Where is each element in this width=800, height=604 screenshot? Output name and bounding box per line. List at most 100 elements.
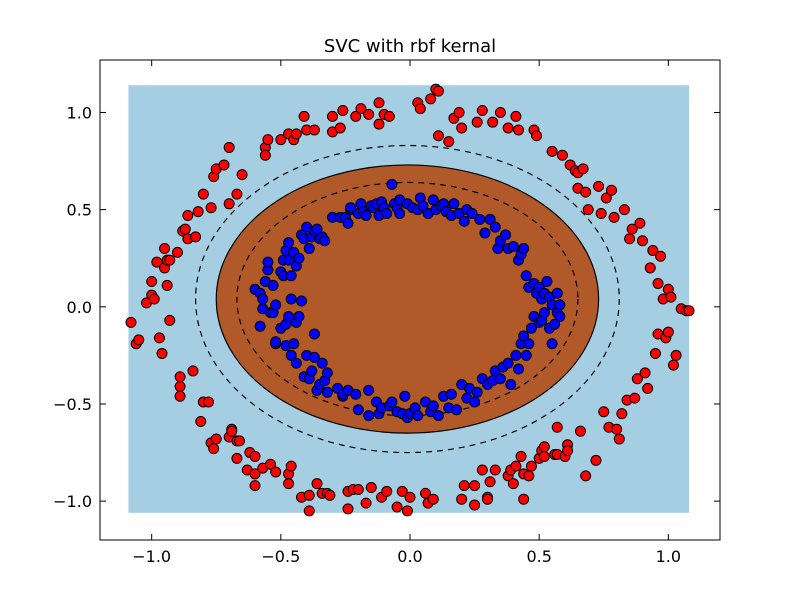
xtick-label: −1.0 bbox=[132, 547, 171, 566]
scatter-points bbox=[125, 83, 695, 517]
point-0-19 bbox=[174, 371, 186, 383]
xtick-label: −0.5 bbox=[261, 547, 300, 566]
point-0-117 bbox=[476, 105, 488, 117]
point-0-12 bbox=[161, 279, 173, 291]
point-0-112 bbox=[458, 480, 470, 492]
point-1-69 bbox=[352, 404, 364, 416]
point-0-163 bbox=[598, 406, 610, 418]
point-0-122 bbox=[487, 116, 499, 128]
point-0-113 bbox=[456, 122, 468, 134]
point-1-126 bbox=[466, 208, 478, 220]
point-0-176 bbox=[631, 373, 643, 385]
point-1-66 bbox=[345, 202, 357, 214]
point-0-87 bbox=[363, 108, 375, 120]
point-0-193 bbox=[670, 349, 682, 361]
point-0-81 bbox=[342, 503, 354, 515]
point-0-114 bbox=[469, 499, 481, 511]
point-1-56 bbox=[321, 386, 333, 398]
point-0-18 bbox=[174, 390, 186, 402]
point-1-144 bbox=[505, 379, 517, 391]
point-0-89 bbox=[373, 97, 385, 109]
point-0-171 bbox=[618, 204, 630, 216]
point-0-24 bbox=[187, 365, 199, 377]
point-0-116 bbox=[471, 116, 483, 128]
outer-margin-line bbox=[194, 144, 620, 454]
series-1 bbox=[249, 178, 566, 424]
ytick-label: −1.0 bbox=[53, 492, 92, 511]
point-0-2 bbox=[133, 334, 145, 346]
point-1-25 bbox=[285, 270, 297, 282]
point-1-107 bbox=[427, 400, 439, 412]
point-0-132 bbox=[515, 450, 527, 462]
point-1-87 bbox=[386, 178, 398, 190]
point-0-96 bbox=[396, 485, 408, 497]
point-0-15 bbox=[164, 254, 176, 266]
point-0-157 bbox=[580, 470, 592, 482]
point-0-95 bbox=[391, 501, 403, 513]
point-0-75 bbox=[324, 489, 336, 501]
point-1-32 bbox=[293, 311, 305, 323]
point-0-63 bbox=[285, 460, 297, 472]
inner-margin-line bbox=[236, 181, 579, 417]
point-0-59 bbox=[275, 134, 287, 146]
point-1-119 bbox=[451, 404, 462, 416]
point-1-31 bbox=[290, 357, 302, 369]
point-0-71 bbox=[308, 124, 320, 136]
point-0-93 bbox=[381, 485, 393, 497]
xtick-label: 1.0 bbox=[656, 547, 681, 566]
point-1-118 bbox=[448, 198, 460, 210]
point-1-22 bbox=[283, 237, 295, 249]
ytick-label: 0.0 bbox=[67, 298, 92, 317]
point-0-67 bbox=[298, 110, 310, 122]
point-1-44 bbox=[308, 328, 320, 340]
point-1-74 bbox=[363, 384, 375, 396]
point-0-61 bbox=[283, 478, 295, 490]
point-0-26 bbox=[192, 206, 204, 218]
point-1-165 bbox=[538, 307, 550, 319]
point-0-16 bbox=[172, 246, 183, 258]
point-1-7 bbox=[262, 256, 274, 268]
point-0-98 bbox=[404, 491, 416, 503]
point-1-173 bbox=[551, 287, 563, 299]
point-0-43 bbox=[231, 452, 243, 464]
point-0-28 bbox=[197, 188, 209, 200]
point-0-22 bbox=[182, 209, 194, 221]
point-1-33 bbox=[293, 252, 305, 264]
point-1-72 bbox=[360, 209, 372, 221]
point-0-65 bbox=[290, 128, 302, 140]
point-0-121 bbox=[484, 476, 496, 488]
point-0-78 bbox=[334, 122, 346, 134]
point-0-108 bbox=[443, 136, 455, 148]
point-1-167 bbox=[541, 276, 553, 288]
point-0-186 bbox=[655, 250, 667, 262]
point-0-174 bbox=[626, 223, 638, 235]
point-0-124 bbox=[494, 106, 506, 118]
point-0-51 bbox=[249, 480, 261, 492]
point-1-41 bbox=[303, 243, 315, 255]
point-0-138 bbox=[531, 130, 543, 142]
point-0-191 bbox=[665, 291, 677, 303]
point-0-123 bbox=[489, 464, 501, 476]
point-0-100 bbox=[414, 103, 426, 115]
point-0-94 bbox=[383, 110, 395, 122]
point-0-90 bbox=[373, 118, 385, 130]
point-1-73 bbox=[363, 410, 375, 422]
point-1-91 bbox=[394, 208, 406, 220]
point-1-24 bbox=[285, 349, 297, 361]
series-0 bbox=[125, 83, 695, 517]
point-0-107 bbox=[432, 130, 444, 142]
point-0-70 bbox=[303, 489, 315, 501]
point-1-176 bbox=[554, 311, 566, 323]
point-0-47 bbox=[236, 169, 248, 181]
point-0-129 bbox=[510, 110, 522, 122]
ytick-label: −0.5 bbox=[53, 395, 92, 414]
point-0-115 bbox=[469, 480, 481, 492]
point-0-147 bbox=[556, 149, 568, 161]
point-1-86 bbox=[386, 396, 398, 408]
point-0-184 bbox=[652, 277, 664, 289]
point-0-134 bbox=[518, 493, 530, 505]
point-0-42 bbox=[226, 425, 238, 437]
point-0-106 bbox=[432, 85, 444, 97]
point-1-51 bbox=[316, 357, 328, 369]
